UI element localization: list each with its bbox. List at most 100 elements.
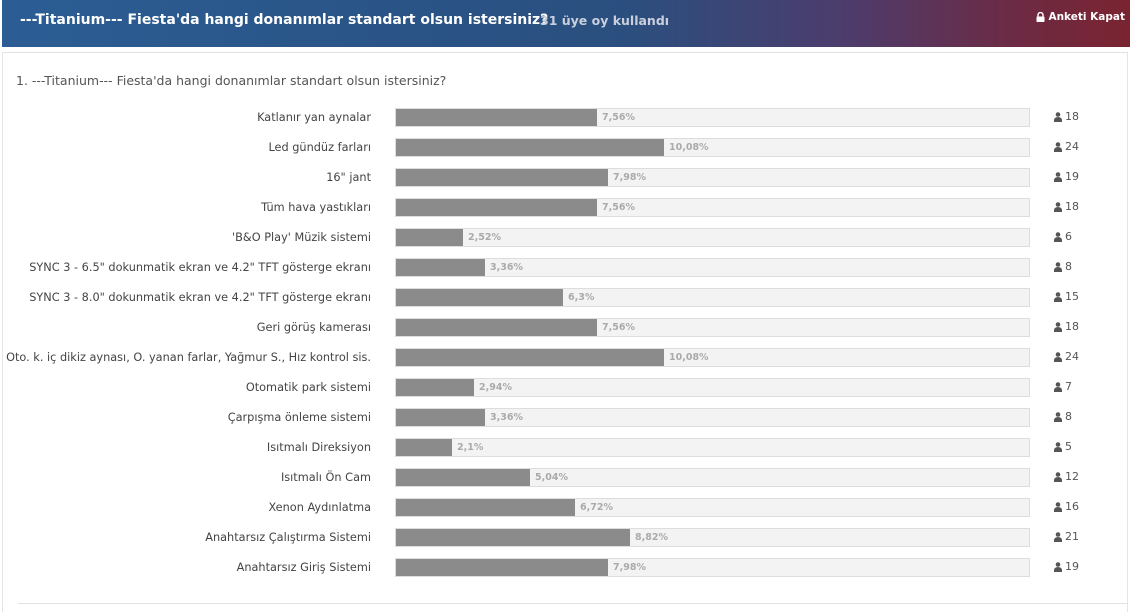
vote-count-number: 15 xyxy=(1065,290,1079,303)
poll-panel xyxy=(2,52,1128,612)
user-icon xyxy=(1054,531,1062,542)
result-bar-track: 7,56% xyxy=(395,318,1030,337)
poll-option-row: 16" jant 7,98% 19 xyxy=(0,168,1130,190)
option-label: Led gündüz farları xyxy=(268,141,371,154)
result-bar-fill xyxy=(396,319,597,336)
poll-header: ---Titanium--- Fiesta'da hangi donanımla… xyxy=(2,0,1130,47)
user-icon xyxy=(1054,351,1062,362)
result-bar-fill xyxy=(396,469,530,486)
vote-count-number: 18 xyxy=(1065,200,1079,213)
percent-label: 3,36% xyxy=(490,412,523,423)
vote-count-number: 16 xyxy=(1065,500,1079,513)
result-bar-fill xyxy=(396,139,664,156)
poll-question: 1. ---Titanium--- Fiesta'da hangi donanı… xyxy=(16,73,447,88)
result-bar-fill xyxy=(396,289,563,306)
percent-label: 2,52% xyxy=(468,232,501,243)
result-bar-fill xyxy=(396,409,485,426)
option-label: 'B&O Play' Müzik sistemi xyxy=(232,231,371,244)
poll-option-row: Geri görüş kamerası 7,56% 18 xyxy=(0,318,1130,340)
result-bar-fill xyxy=(396,499,575,516)
option-label: Isıtmalı Ön Cam xyxy=(280,471,371,484)
poll-option-row: Tüm hava yastıkları 7,56% 18 xyxy=(0,198,1130,220)
poll-option-row: Anahtarsız Giriş Sistemi 7,98% 19 xyxy=(0,558,1130,580)
option-label: Anahtarsız Giriş Sistemi xyxy=(236,561,371,574)
user-icon xyxy=(1054,291,1062,302)
user-icon xyxy=(1054,561,1062,572)
result-bar-track: 8,82% xyxy=(395,528,1030,547)
user-icon xyxy=(1054,261,1062,272)
option-label: SYNC 3 - 6.5" dokunmatik ekran ve 4.2" T… xyxy=(29,261,371,274)
result-bar-track: 7,98% xyxy=(395,168,1030,187)
user-icon xyxy=(1054,381,1062,392)
percent-label: 8,82% xyxy=(635,532,668,543)
result-bar-track: 7,56% xyxy=(395,198,1030,217)
result-bar-track: 6,72% xyxy=(395,498,1030,517)
result-bar-track: 2,1% xyxy=(395,438,1030,457)
user-icon xyxy=(1054,441,1062,452)
result-bar-fill xyxy=(396,349,664,366)
percent-label: 6,3% xyxy=(568,292,595,303)
vote-count-number: 24 xyxy=(1065,140,1079,153)
result-bar-track: 2,52% xyxy=(395,228,1030,247)
vote-count: 24 xyxy=(1054,140,1079,153)
percent-label: 5,04% xyxy=(535,472,568,483)
poll-option-row: Xenon Aydınlatma 6,72% 16 xyxy=(0,498,1130,520)
user-icon xyxy=(1054,111,1062,122)
vote-count-number: 8 xyxy=(1065,260,1072,273)
vote-count: 12 xyxy=(1054,470,1079,483)
vote-count-number: 5 xyxy=(1065,440,1072,453)
percent-label: 2,1% xyxy=(457,442,484,453)
vote-count: 21 xyxy=(1054,530,1079,543)
user-icon xyxy=(1054,501,1062,512)
vote-count: 18 xyxy=(1054,320,1079,333)
option-label: Katlanır yan aynalar xyxy=(257,111,371,124)
poll-option-row: Isıtmalı Ön Cam 5,04% 12 xyxy=(0,468,1130,490)
vote-count-number: 7 xyxy=(1065,380,1072,393)
result-bar-track: 3,36% xyxy=(395,258,1030,277)
result-bar-fill xyxy=(396,199,597,216)
close-poll-button[interactable]: Anketi Kapat xyxy=(1036,11,1125,23)
poll-option-row: Oto. k. iç dikiz aynası, O. yanan farlar… xyxy=(0,348,1130,370)
vote-count: 18 xyxy=(1054,110,1079,123)
vote-count: 5 xyxy=(1054,440,1072,453)
vote-count-number: 18 xyxy=(1065,110,1079,123)
user-icon xyxy=(1054,171,1062,182)
vote-count: 19 xyxy=(1054,170,1079,183)
result-bar-fill xyxy=(396,229,463,246)
poll-option-row: 'B&O Play' Müzik sistemi 2,52% 6 xyxy=(0,228,1130,250)
vote-count: 15 xyxy=(1054,290,1079,303)
lock-icon xyxy=(1036,12,1045,22)
result-bar-track: 10,08% xyxy=(395,348,1030,367)
result-bar-fill xyxy=(396,259,485,276)
result-bar-fill xyxy=(396,439,452,456)
percent-label: 7,56% xyxy=(602,202,635,213)
poll-option-row: Isıtmalı Direksiyon 2,1% 5 xyxy=(0,438,1130,460)
option-label: Isıtmalı Direksiyon xyxy=(266,441,371,454)
close-poll-label: Anketi Kapat xyxy=(1048,11,1125,23)
user-icon xyxy=(1054,231,1062,242)
user-icon xyxy=(1054,141,1062,152)
option-label: Xenon Aydınlatma xyxy=(268,501,371,514)
vote-count: 8 xyxy=(1054,410,1072,423)
vote-count-number: 12 xyxy=(1065,470,1079,483)
result-bar-fill xyxy=(396,169,608,186)
option-label: Çarpışma önleme sistemi xyxy=(227,411,371,424)
percent-label: 6,72% xyxy=(580,502,613,513)
vote-count-number: 8 xyxy=(1065,410,1072,423)
poll-option-row: Çarpışma önleme sistemi 3,36% 8 xyxy=(0,408,1130,430)
percent-label: 2,94% xyxy=(479,382,512,393)
vote-count: 6 xyxy=(1054,230,1072,243)
percent-label: 7,56% xyxy=(602,112,635,123)
result-bar-track: 3,36% xyxy=(395,408,1030,427)
divider xyxy=(18,603,1128,604)
option-label: Geri görüş kamerası xyxy=(256,321,371,334)
poll-option-row: Led gündüz farları 10,08% 24 xyxy=(0,138,1130,160)
vote-count-number: 18 xyxy=(1065,320,1079,333)
poll-option-row: Anahtarsız Çalıştırma Sistemi 8,82% 21 xyxy=(0,528,1130,550)
vote-count-number: 19 xyxy=(1065,170,1079,183)
vote-count-number: 21 xyxy=(1065,530,1079,543)
user-icon xyxy=(1054,321,1062,332)
user-icon xyxy=(1054,201,1062,212)
poll-option-row: SYNC 3 - 6.5" dokunmatik ekran ve 4.2" T… xyxy=(0,258,1130,280)
result-bar-track: 6,3% xyxy=(395,288,1030,307)
